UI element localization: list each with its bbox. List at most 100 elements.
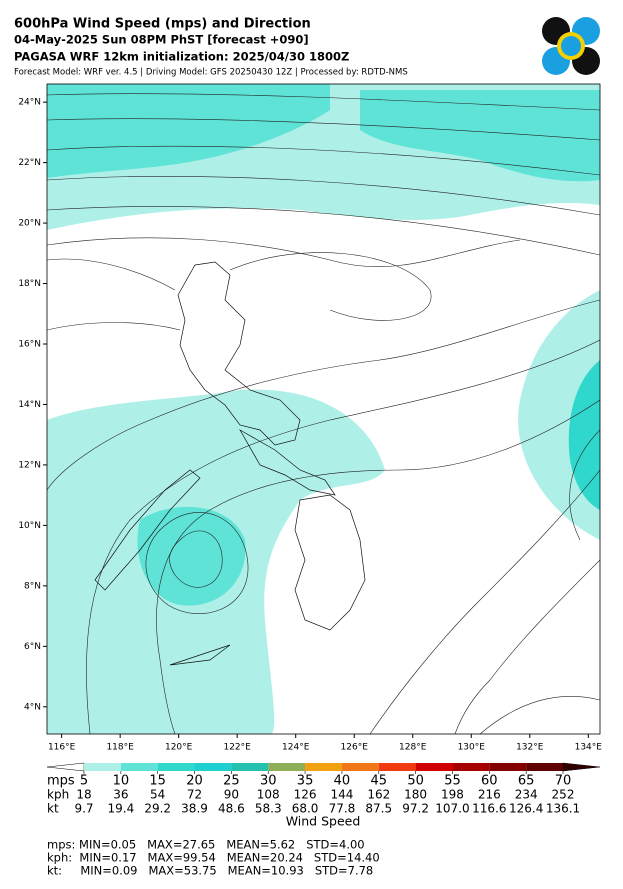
y-tick-label: 8°N bbox=[24, 581, 41, 591]
colorbar-tick-label: 234 bbox=[515, 788, 538, 802]
shade-northeast bbox=[360, 90, 600, 182]
colorbar-segment bbox=[268, 763, 306, 771]
colorbar-tick-label: 65 bbox=[518, 774, 535, 789]
colorbar-tick-label: 25 bbox=[223, 774, 240, 789]
colorbar-tick-label: 9.7 bbox=[74, 802, 93, 816]
x-tick-label: 116°E bbox=[48, 743, 76, 753]
colorbar-tick-label: 77.8 bbox=[329, 802, 356, 816]
colorbar-segment bbox=[305, 763, 342, 771]
colorbar-tick-label: 19.4 bbox=[107, 802, 134, 816]
colorbar-tick-label: 107.0 bbox=[435, 802, 469, 816]
colorbar-tick-label: 45 bbox=[370, 774, 387, 789]
colorbar-tick-label: 126 bbox=[294, 788, 317, 802]
shade-core bbox=[137, 506, 246, 606]
stats-line: kt: MIN=0.09 MAX=53.75 MEAN=10.93 STD=7.… bbox=[47, 864, 373, 878]
colorbar-tick-label: 68.0 bbox=[292, 802, 319, 816]
x-tick-label: 118°E bbox=[106, 743, 134, 753]
colorbar-segment bbox=[120, 763, 158, 771]
colorbar-segment bbox=[84, 763, 121, 771]
unit-label: kph bbox=[47, 788, 69, 802]
unit-label: mps bbox=[47, 774, 75, 789]
y-tick-label: 20°N bbox=[18, 219, 41, 229]
colorbar-tick-label: 87.5 bbox=[365, 802, 392, 816]
credits: Forecast Model: WRF ver. 4.5 | Driving M… bbox=[14, 68, 408, 78]
colorbar-segment bbox=[341, 763, 379, 771]
valid-time: 04-May-2025 Sun 08PM PhST [forecast +090… bbox=[14, 33, 309, 47]
colorbar-tick-label: 54 bbox=[150, 788, 165, 802]
colorbar-tick-label: 70 bbox=[555, 774, 572, 789]
colorbar-segment bbox=[194, 763, 232, 771]
colorbar-segment bbox=[157, 763, 195, 771]
colorbar-tick-label: 15 bbox=[149, 774, 166, 789]
stats-line: kph: MIN=0.17 MAX=99.54 MEAN=20.24 STD=1… bbox=[47, 851, 380, 865]
colorbar-tick-label: 116.6 bbox=[472, 802, 506, 816]
x-tick-label: 132°E bbox=[516, 743, 544, 753]
coastline-mindanao bbox=[294, 494, 366, 631]
colorbar-segment bbox=[415, 763, 453, 771]
map bbox=[46, 83, 601, 735]
stats-line: mps: MIN=0.05 MAX=27.65 MEAN=5.62 STD=4.… bbox=[47, 838, 365, 852]
y-tick-label: 10°N bbox=[18, 521, 41, 531]
colorbar-tick-label: 38.9 bbox=[181, 802, 208, 816]
colorbar-tick-label: 48.6 bbox=[218, 802, 245, 816]
map-frame bbox=[46, 83, 601, 735]
colorbar-tick-label: 97.2 bbox=[402, 802, 429, 816]
y-tick-label: 22°N bbox=[18, 158, 41, 168]
x-tick-label: 122°E bbox=[223, 743, 251, 753]
colorbar-title: Wind Speed bbox=[286, 814, 361, 829]
colorbar-segment bbox=[231, 763, 269, 771]
coastline-visayas bbox=[94, 429, 336, 666]
y-tick-label: 4°N bbox=[24, 702, 41, 712]
colorbar-tick-label: 18 bbox=[76, 788, 91, 802]
x-tick-label: 126°E bbox=[341, 743, 369, 753]
shade-north-strong bbox=[47, 84, 330, 178]
y-tick-label: 6°N bbox=[24, 642, 41, 652]
colorbar-tick-label: 20 bbox=[186, 774, 203, 789]
colorbar-tick-label: 72 bbox=[187, 788, 202, 802]
colorbar-tick-label: 90 bbox=[224, 788, 239, 802]
y-tick-label: 18°N bbox=[18, 279, 41, 289]
colorbar-segment bbox=[526, 763, 563, 771]
colorbar-tick-label: 162 bbox=[367, 788, 390, 802]
x-tick-label: 124°E bbox=[282, 743, 310, 753]
colorbar-tick-label: 108 bbox=[257, 788, 280, 802]
colorbar-tick-label: 58.3 bbox=[255, 802, 282, 816]
colorbar-tick-label: 252 bbox=[552, 788, 575, 802]
colorbar-tick-label: 198 bbox=[441, 788, 464, 802]
colorbar-segment bbox=[378, 763, 416, 771]
colorbar-segment bbox=[452, 763, 490, 771]
colorbar-tick-label: 10 bbox=[113, 774, 130, 789]
colorbar-tick-label: 180 bbox=[404, 788, 427, 802]
colorbar-tick-label: 216 bbox=[478, 788, 501, 802]
colorbar-extend-high bbox=[562, 762, 601, 772]
colorbar-tick-label: 126.4 bbox=[509, 802, 543, 816]
coastline-luzon bbox=[177, 261, 301, 446]
shade-east-strong bbox=[568, 360, 600, 510]
y-tick-label: 12°N bbox=[18, 460, 41, 470]
colorbar-extend-low bbox=[46, 762, 85, 772]
unit-label: kt bbox=[47, 802, 59, 816]
colorbar-segment bbox=[489, 763, 527, 771]
y-tick-label: 24°N bbox=[18, 98, 41, 108]
colorbar-tick-label: 30 bbox=[260, 774, 277, 789]
colorbar-tick-label: 55 bbox=[444, 774, 461, 789]
colorbar-tick-label: 40 bbox=[334, 774, 351, 789]
x-tick-label: 134°E bbox=[575, 743, 603, 753]
colorbar-tick-label: 5 bbox=[80, 774, 88, 789]
y-tick-label: 14°N bbox=[18, 400, 41, 410]
colorbar-tick-label: 144 bbox=[330, 788, 353, 802]
colorbar-tick-label: 136.1 bbox=[546, 802, 580, 816]
colorbar-tick-label: 50 bbox=[407, 774, 424, 789]
title: 600hPa Wind Speed (mps) and Direction bbox=[14, 17, 311, 32]
colorbar-tick-label: 35 bbox=[297, 774, 314, 789]
colorbar-tick-label: 60 bbox=[481, 774, 498, 789]
colorbar-tick-label: 36 bbox=[113, 788, 128, 802]
x-tick-label: 120°E bbox=[165, 743, 193, 753]
initialization: PAGASA WRF 12km initialization: 2025/04/… bbox=[14, 50, 349, 64]
x-tick-label: 130°E bbox=[458, 743, 486, 753]
streamlines bbox=[47, 93, 600, 734]
colorbar-tick-label: 29.2 bbox=[144, 802, 171, 816]
x-tick-label: 128°E bbox=[399, 743, 427, 753]
